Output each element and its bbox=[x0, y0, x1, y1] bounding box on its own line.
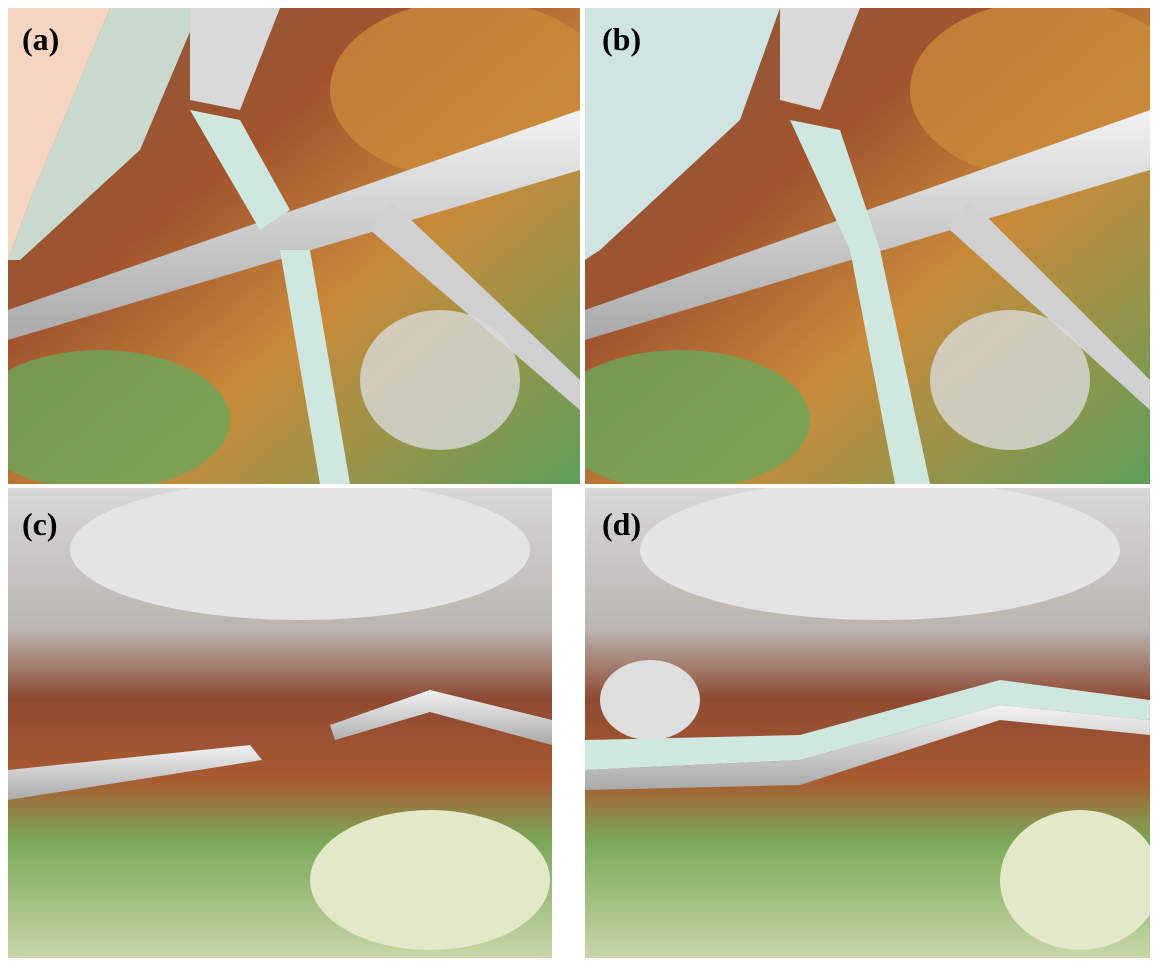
panel-a bbox=[0, 0, 610, 490]
panel-c bbox=[8, 480, 552, 958]
panel-label: (b) bbox=[602, 21, 641, 57]
panel-label: (a) bbox=[22, 21, 59, 57]
panel-d bbox=[585, 480, 1156, 958]
figure: (a) (b) (c) (d) bbox=[0, 0, 1156, 963]
panel-label: (c) bbox=[22, 506, 58, 542]
panel-b bbox=[550, 0, 1156, 490]
panel-label: (d) bbox=[602, 506, 641, 542]
